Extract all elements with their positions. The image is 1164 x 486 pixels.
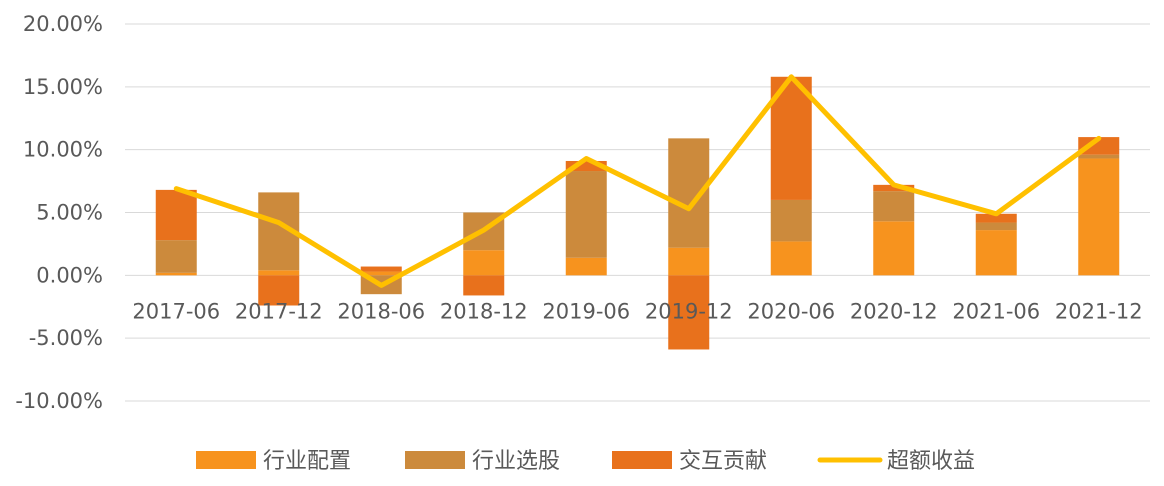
bar-segment bbox=[565, 160, 607, 172]
x-tick-label: 2019-06 bbox=[542, 299, 630, 323]
y-tick-label: 10.00% bbox=[23, 138, 103, 162]
x-tick-label: 2021-06 bbox=[952, 299, 1040, 323]
bar-segment bbox=[1078, 158, 1120, 276]
legend-label: 交互贡献 bbox=[679, 449, 767, 474]
bar-segment bbox=[360, 266, 402, 272]
y-tick-label: -5.00% bbox=[29, 326, 103, 350]
bar-segment bbox=[1078, 137, 1120, 155]
series-line bbox=[173, 74, 1102, 288]
y-axis: 20.00% 15.00% 10.00% 5.00% 0.00% -5.00% -10.00… bbox=[15, 12, 103, 413]
line-point bbox=[278, 222, 280, 224]
y-tick-label: 5.00% bbox=[36, 201, 103, 225]
bar-segment bbox=[565, 171, 607, 258]
bar-segment bbox=[975, 222, 1017, 231]
bar-segment bbox=[1078, 154, 1120, 159]
line-point bbox=[585, 157, 587, 159]
bar-segment bbox=[155, 272, 197, 276]
bar-segment bbox=[360, 271, 402, 276]
y-tick-label: -10.00% bbox=[15, 389, 103, 413]
bar-segment bbox=[463, 250, 505, 276]
bar-segment bbox=[155, 240, 197, 273]
y-tick-label: 0.00% bbox=[36, 263, 103, 287]
line-point bbox=[175, 188, 177, 190]
x-tick-label: 2020-06 bbox=[747, 299, 835, 323]
legend-label: 超额收益 bbox=[887, 449, 975, 474]
x-tick-label: 2017-06 bbox=[132, 299, 220, 323]
line-point bbox=[995, 213, 997, 215]
line-point bbox=[688, 208, 690, 210]
line-point bbox=[483, 229, 485, 231]
legend-swatch bbox=[612, 451, 672, 469]
x-tick-label: 2018-06 bbox=[337, 299, 425, 323]
legend: 行业配置 行业选股 交互贡献 超额收益 bbox=[196, 449, 975, 474]
legend-label: 行业配置 bbox=[263, 449, 351, 474]
bar-segment bbox=[258, 270, 300, 276]
x-tick-label: 2021-12 bbox=[1055, 299, 1143, 323]
bar-area bbox=[155, 76, 1120, 350]
bar-segment bbox=[975, 230, 1017, 276]
bar-segment bbox=[873, 221, 915, 276]
legend-swatch bbox=[405, 451, 465, 469]
bar-segment bbox=[770, 241, 812, 276]
bar-segment bbox=[258, 275, 300, 306]
x-tick-label: 2019-12 bbox=[645, 299, 733, 323]
line-point bbox=[790, 76, 792, 78]
line-area bbox=[173, 74, 1102, 288]
legend-label: 行业选股 bbox=[472, 449, 560, 474]
bar-segment bbox=[975, 213, 1017, 223]
x-axis: 2017-06 2017-12 2018-06 2018-12 2019-06 2019-… bbox=[132, 299, 1142, 323]
y-tick-label: 20.00% bbox=[23, 12, 103, 36]
bar-segment bbox=[668, 275, 710, 350]
line-point bbox=[893, 184, 895, 186]
bar-segment bbox=[770, 199, 812, 242]
x-tick-label: 2018-12 bbox=[440, 299, 528, 323]
x-tick-label: 2020-12 bbox=[850, 299, 938, 323]
line-point bbox=[1098, 137, 1100, 139]
bar-segment bbox=[873, 184, 915, 192]
bar-segment bbox=[873, 191, 915, 222]
bar-segment bbox=[155, 189, 197, 241]
bar-segment bbox=[565, 257, 607, 276]
x-tick-label: 2017-12 bbox=[235, 299, 323, 323]
bar-segment bbox=[668, 247, 710, 276]
y-tick-label: 15.00% bbox=[23, 75, 103, 99]
line-point bbox=[380, 284, 382, 286]
legend-swatch bbox=[196, 451, 256, 469]
bar-segment bbox=[463, 275, 505, 296]
